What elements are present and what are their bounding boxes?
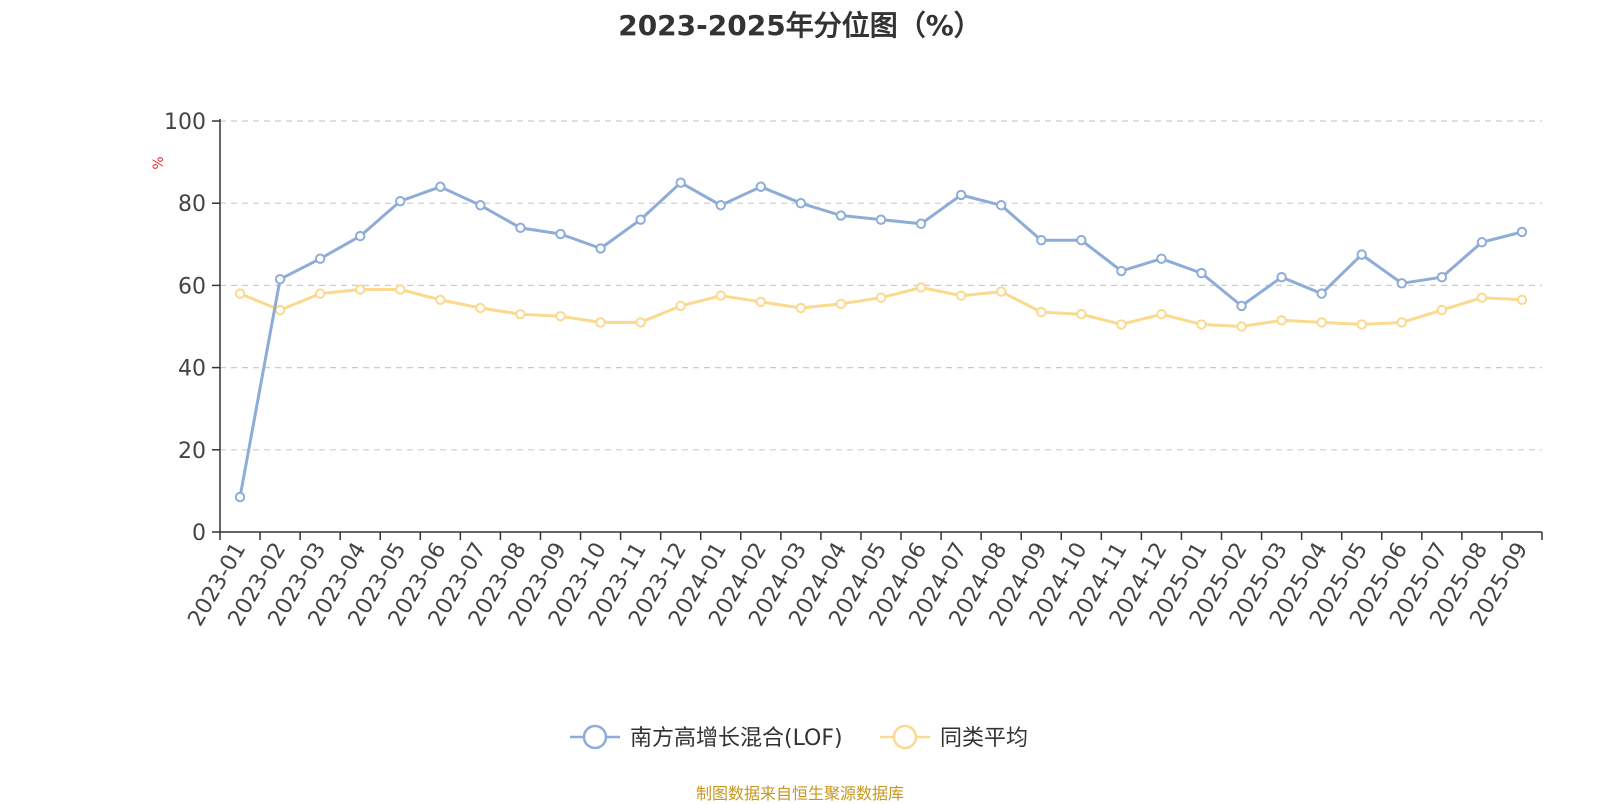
data-point [875,292,887,303]
data-point [1076,308,1087,320]
data-point [1516,294,1528,305]
y-tick-label: 100 [164,110,206,135]
data-point [1276,271,1287,283]
data-point [955,290,967,301]
data-point [395,195,406,207]
data-point [435,181,446,192]
data-point [1316,288,1327,299]
data-point [1276,315,1287,326]
data-point [675,300,686,312]
data-point [555,311,566,322]
data-point [675,177,686,188]
data-point [234,288,246,299]
data-point [1356,319,1367,330]
data-point [915,218,927,229]
data-point [555,228,566,240]
chart-title: 2023-2025年分位图（%） [618,9,982,42]
data-point [595,243,606,254]
line-chart: 0204060801002023-012023-022023-032023-04… [151,110,1543,751]
data-point [1196,319,1207,330]
data-point [274,274,286,285]
data-point [995,200,1007,211]
data-point [715,200,726,211]
grid-lines [220,120,1542,451]
y-tick-label: 40 [178,357,206,382]
data-point [875,214,887,225]
data-point [314,253,326,264]
data-point [715,290,726,301]
y-tick-label: 0 [192,521,206,546]
data-point [1476,292,1488,303]
data-point [314,288,326,299]
data-point [475,302,486,314]
data-point [835,210,847,221]
data-point [1516,226,1528,238]
axes: 0204060801002023-012023-022023-032023-04… [164,110,1543,631]
data-point [635,214,646,225]
data-source-note: 制图数据来自恒生聚源数据库 [695,784,904,803]
data-point [1436,271,1448,283]
data-point [595,317,606,328]
data-point [635,317,646,328]
y-tick-label: 80 [178,192,206,217]
data-point [1476,237,1488,248]
data-point [1396,317,1407,328]
data-point [755,181,767,192]
data-point [1116,265,1127,277]
data-point [995,286,1007,297]
data-point [835,298,847,310]
data-point [915,282,927,293]
legend: 南方高增长混合(LOF) 同类平均 [570,724,1028,751]
data-point [515,222,526,234]
data-point [1236,300,1247,312]
data-point [1436,304,1448,316]
data-point [955,189,967,201]
data-point [1316,317,1327,328]
data-point [1156,308,1167,320]
data-point [1236,321,1247,332]
data-point [755,296,767,308]
y-axis-label: % [151,156,167,169]
legend-swatch-marker [582,724,608,750]
legend-label: 同类平均 [940,726,1028,751]
y-tick-label: 20 [178,439,206,464]
data-point [1036,234,1047,246]
data-point [355,284,366,295]
data-point [795,302,807,314]
y-tick-label: 60 [178,274,206,299]
data-point [1196,267,1207,279]
data-point [395,284,406,295]
data-point [1116,319,1127,330]
data-point [1036,306,1047,318]
series [234,177,1528,503]
data-point [435,294,446,305]
data-point [515,308,526,320]
legend-swatch-marker [892,724,918,750]
data-point [1076,234,1087,246]
data-point [355,230,366,242]
data-point [795,198,807,209]
data-point [1356,249,1367,260]
data-point [475,200,486,211]
data-point [1156,253,1167,264]
legend-label: 南方高增长混合(LOF) [630,726,843,751]
data-point [1396,278,1407,289]
data-point [274,304,286,316]
data-point [234,491,246,503]
